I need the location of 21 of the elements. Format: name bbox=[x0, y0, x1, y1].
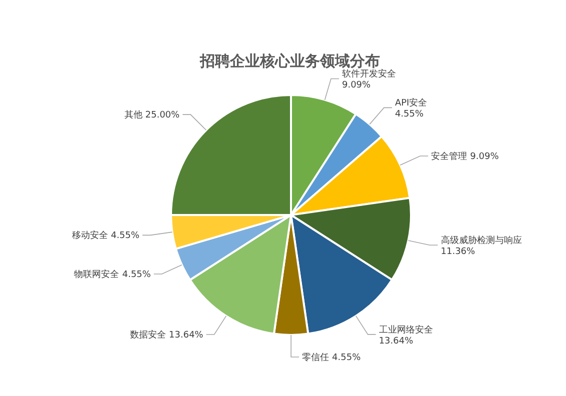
slice-label: API安全 bbox=[394, 98, 428, 109]
slice-label: 工业网络安全 bbox=[378, 324, 433, 336]
data-label: 13.64% bbox=[378, 336, 414, 346]
data-label: 25.00% bbox=[145, 110, 180, 121]
slice-label: 安全管理 bbox=[431, 151, 468, 162]
slice-label: 软件开发安全 bbox=[342, 68, 396, 80]
slice-label: 数据安全 bbox=[130, 329, 166, 340]
data-label: 4.55% bbox=[110, 231, 140, 242]
slice-label: 移动安全 bbox=[72, 230, 108, 242]
data-label: 13.64% bbox=[168, 330, 204, 340]
data-label: 4.55% bbox=[332, 353, 362, 363]
data-label: 4.55% bbox=[394, 110, 424, 120]
slice-label: 零信任 bbox=[302, 352, 330, 363]
data-label: 11.36% bbox=[440, 247, 476, 258]
slice-label: 其他 bbox=[124, 110, 142, 121]
data-label: 4.55% bbox=[122, 270, 152, 280]
slice-label: 物联网安全 bbox=[74, 268, 120, 280]
data-label: 9.09% bbox=[470, 152, 500, 162]
data-label: 9.09% bbox=[342, 80, 372, 91]
chart-title: 招聘企业核心业务领域分布 bbox=[199, 52, 380, 70]
slice-label: 高级威胁检测与响应 bbox=[440, 235, 522, 246]
